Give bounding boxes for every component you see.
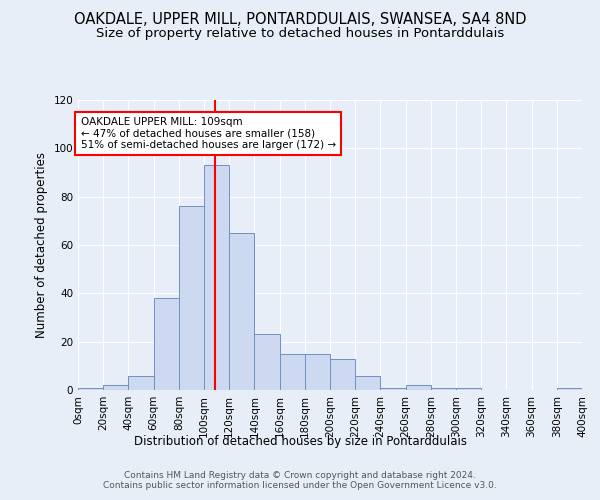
Bar	[204, 166, 229, 390]
Bar	[431, 388, 456, 390]
Bar	[557, 388, 582, 390]
Bar	[280, 354, 305, 390]
Bar	[254, 334, 280, 390]
Y-axis label: Number of detached properties: Number of detached properties	[35, 152, 48, 338]
Text: Contains HM Land Registry data © Crown copyright and database right 2024.
Contai: Contains HM Land Registry data © Crown c…	[103, 470, 497, 490]
Text: OAKDALE UPPER MILL: 109sqm
← 47% of detached houses are smaller (158)
51% of sem: OAKDALE UPPER MILL: 109sqm ← 47% of deta…	[80, 117, 335, 150]
Bar	[78, 388, 103, 390]
Bar	[154, 298, 179, 390]
Bar	[179, 206, 204, 390]
Bar	[128, 376, 154, 390]
Text: Size of property relative to detached houses in Pontarddulais: Size of property relative to detached ho…	[96, 28, 504, 40]
Bar	[305, 354, 330, 390]
Bar	[380, 388, 406, 390]
Bar	[456, 388, 481, 390]
Bar	[355, 376, 380, 390]
Text: OAKDALE, UPPER MILL, PONTARDDULAIS, SWANSEA, SA4 8ND: OAKDALE, UPPER MILL, PONTARDDULAIS, SWAN…	[74, 12, 526, 28]
Bar	[229, 233, 254, 390]
Bar	[103, 385, 128, 390]
Bar	[330, 358, 355, 390]
Text: Distribution of detached houses by size in Pontarddulais: Distribution of detached houses by size …	[133, 435, 467, 448]
Bar	[406, 385, 431, 390]
